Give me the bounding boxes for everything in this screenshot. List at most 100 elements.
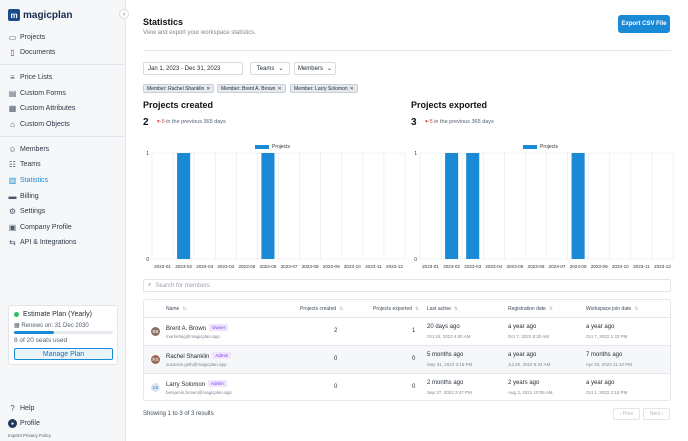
- search-input[interactable]: Search for members: [155, 282, 210, 289]
- kpi-delta-projects-created: ▾-5 in the previous 365 days: [157, 119, 226, 125]
- sidebar-item-custom-attributes[interactable]: ▦ Custom Attributes: [8, 102, 76, 115]
- kpi-delta-projects-exported: ▾-5 in the previous 365 days: [425, 119, 494, 125]
- legend-swatch: [523, 145, 537, 149]
- filter-chip[interactable]: Member: Rachel Shanklin ✕: [143, 84, 215, 93]
- member-name: Brent A. Brown Owner: [166, 324, 229, 332]
- x-tick-label: 2023-01: [154, 264, 171, 269]
- kpi-title-projects-exported: Projects exported: [411, 100, 488, 110]
- table-row[interactable]: BB Brent A. Brown Owner marketing@magicpl…: [144, 317, 670, 345]
- x-tick-label: 2023-09: [591, 264, 608, 269]
- collapse-sidebar-button[interactable]: ‹: [119, 9, 129, 19]
- sidebar-item-price-lists[interactable]: ≡ Price Lists: [8, 71, 52, 84]
- footer-links[interactable]: Imprint Privacy Policy: [8, 433, 52, 438]
- search-icon: ⌕: [148, 282, 152, 288]
- sidebar-item-billing[interactable]: ▬ Billing: [8, 190, 39, 203]
- sidebar-item-profile[interactable]: ● Profile: [8, 417, 40, 430]
- projects-created-cell: 0: [334, 384, 338, 390]
- sidebar-item-settings[interactable]: ⚙ Settings: [8, 205, 45, 218]
- statistics-icon: ▥: [8, 176, 17, 185]
- sidebar-item-help[interactable]: ? Help: [8, 402, 34, 415]
- sidebar-item-documents[interactable]: ▯ Documents: [8, 46, 55, 59]
- x-tick-label: 2023-12: [386, 264, 403, 269]
- search-members[interactable]: ⌕ Search for members: [143, 279, 671, 292]
- role-badge: Admin: [212, 352, 232, 359]
- x-tick-label: 2023-05: [506, 264, 523, 269]
- last-active-date: Oct 24, 2023 4:00 AM: [427, 334, 471, 339]
- date-range-input[interactable]: Jan 1, 2023 - Dec 31, 2023: [143, 62, 243, 75]
- avatar: BB: [151, 327, 160, 336]
- manage-plan-button[interactable]: Manage Plan: [14, 348, 113, 360]
- x-tick-label: 2023-08: [302, 264, 319, 269]
- x-tick-label: 2023-01: [422, 264, 439, 269]
- y-tick-label: 0: [146, 257, 149, 263]
- filter-chip-label: Member: Brent A. Brown: [221, 85, 276, 92]
- plan-card: Estimate Plan (Yearly) ▦ Renews on: 31 D…: [8, 305, 118, 365]
- kpi-delta-text: in the previous 365 days: [166, 119, 226, 125]
- filter-chip[interactable]: Member: Larry Solomon ✕: [290, 84, 358, 93]
- calendar-icon: ▦: [14, 323, 22, 329]
- role-badge: Owner: [209, 324, 229, 331]
- column-header-last-active[interactable]: Last active ⇅: [427, 300, 458, 317]
- registration-cell: a year ago: [508, 324, 537, 330]
- member-email: suzanne.gelb@magicplan.app: [166, 362, 227, 367]
- teams-dropdown[interactable]: Teams ⌄: [250, 62, 290, 75]
- filter-chip[interactable]: Member: Brent A. Brown ✕: [217, 84, 286, 93]
- sidebar-item-teams[interactable]: ☷ Teams: [8, 158, 41, 171]
- billing-icon: ▬: [8, 192, 17, 201]
- sidebar-item-custom-forms[interactable]: ▤ Custom Forms: [8, 87, 66, 100]
- sort-icon: ⇅: [182, 305, 187, 312]
- last-active-date: May 31, 2023 3:16 PM: [427, 362, 473, 367]
- chart-legend: Projects: [255, 144, 290, 150]
- projects-created-chart-svg: 0 1 2023-01 2023-02 2023-03 2023-04 2023-05 202…: [146, 151, 406, 269]
- close-icon[interactable]: ✕: [206, 85, 211, 92]
- member-name-text: Rachel Shanklin: [166, 354, 210, 360]
- x-tick-label: 2023-07: [549, 264, 566, 269]
- x-tick-label: 2023-04: [217, 264, 234, 269]
- next-page-button[interactable]: Next ›: [643, 408, 670, 420]
- settings-icon: ⚙: [8, 207, 17, 216]
- role-badge: Admin: [208, 380, 227, 387]
- logo[interactable]: m magicplan: [8, 9, 72, 21]
- export-csv-button[interactable]: Export CSV File: [618, 15, 670, 33]
- sidebar-item-members[interactable]: ☺ Members: [8, 143, 49, 156]
- members-dropdown[interactable]: Members ⌄: [294, 62, 336, 75]
- sidebar-item-company-profile[interactable]: ▣ Company Profile: [8, 221, 72, 234]
- sidebar-item-api-integrations[interactable]: ⇆ API & Integrations: [8, 236, 76, 249]
- registration-date: Oct 7, 2022 8:33 AM: [508, 334, 550, 339]
- column-header-registration-date[interactable]: Registration date ⇅: [508, 300, 553, 317]
- bar-2023-03: [466, 153, 480, 259]
- y-tick-label: 1: [146, 151, 149, 157]
- registration-cell: a year ago: [508, 352, 537, 358]
- join-date: Oct 1, 2022 2:15 PM: [586, 390, 628, 395]
- sidebar-item-label: Settings: [20, 208, 46, 215]
- join-date: Oct 7, 2022 1:33 PM: [586, 334, 628, 339]
- last-active-date: Sep 27, 2023 3:47 PM: [427, 390, 472, 395]
- filter-chip-label: Member: Rachel Shanklin: [147, 85, 205, 92]
- x-tick-label: 2023-05: [238, 264, 255, 269]
- column-header-workspace-join-date[interactable]: Workspace join date ⇅: [586, 300, 638, 317]
- page-subtitle: View and export your workspace statistic…: [143, 30, 256, 36]
- sidebar-item-projects[interactable]: ▭ Projects: [8, 31, 46, 44]
- sidebar-item-label: Custom Forms: [20, 90, 66, 97]
- member-name: Larry Solomon Admin: [166, 380, 227, 388]
- column-header-projects-exported[interactable]: Projects exported ⇅: [373, 300, 419, 317]
- plan-status-dot: [14, 312, 19, 317]
- table-row[interactable]: LS Larry Solomon Admin benjamin.brown@mag…: [144, 373, 670, 401]
- x-tick-label: 2023-04: [485, 264, 502, 269]
- table-row[interactable]: RS Rachel Shanklin Admin suzanne.gelb@mag…: [144, 345, 670, 373]
- members-dropdown-label: Members: [297, 65, 323, 72]
- kpi-title-projects-created: Projects created: [143, 100, 214, 110]
- members-table: Name ⇅ Projects created ⇅ Projects exporte…: [143, 299, 671, 401]
- sort-icon: ⇅: [414, 305, 420, 312]
- sidebar-item-statistics[interactable]: ▥ Statistics: [8, 174, 48, 187]
- column-header-projects-created[interactable]: Projects created ⇅: [300, 300, 343, 317]
- profile-icon: ●: [8, 419, 17, 428]
- close-icon[interactable]: ✕: [349, 85, 354, 92]
- legend-label: Projects: [272, 144, 291, 150]
- plan-seats: 8 of 20 seats used: [14, 337, 68, 344]
- sidebar-item-custom-objects[interactable]: ⌂ Custom Objects: [8, 118, 70, 131]
- close-icon[interactable]: ✕: [277, 85, 282, 92]
- column-header-name[interactable]: Name ⇅: [166, 300, 187, 317]
- prev-page-button[interactable]: ‹ Prev: [613, 408, 640, 420]
- bar-2023-06: [261, 153, 275, 259]
